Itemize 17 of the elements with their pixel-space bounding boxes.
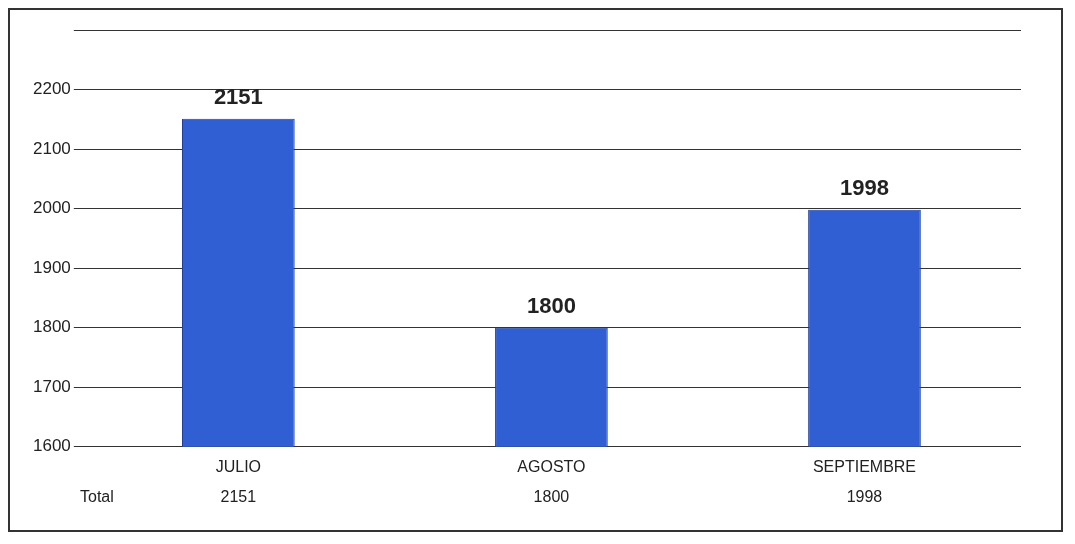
y-tick-label: 2000 <box>32 198 71 218</box>
data-label: 1998 <box>839 174 889 200</box>
y-tick-label: 1700 <box>32 376 71 396</box>
y-tick-label: 2100 <box>32 138 71 158</box>
text: Total <box>80 488 114 506</box>
y-tick-label: 1900 <box>32 257 71 277</box>
x-tick-label: JULIO <box>215 457 262 475</box>
data-label: 2151 <box>213 83 263 109</box>
x-tick-label: SEPTIEMBRE <box>812 457 917 475</box>
x-tick-label: AGOSTO <box>517 457 586 475</box>
y-tick-label: 1800 <box>32 317 71 337</box>
y-tick-label: 2200 <box>32 79 71 99</box>
text: 2151 <box>220 488 257 506</box>
text: 1800 <box>533 488 570 506</box>
data-label: 1800 <box>526 292 576 318</box>
text: 1998 <box>846 488 883 506</box>
y-tick-label: 1600 <box>32 436 71 456</box>
